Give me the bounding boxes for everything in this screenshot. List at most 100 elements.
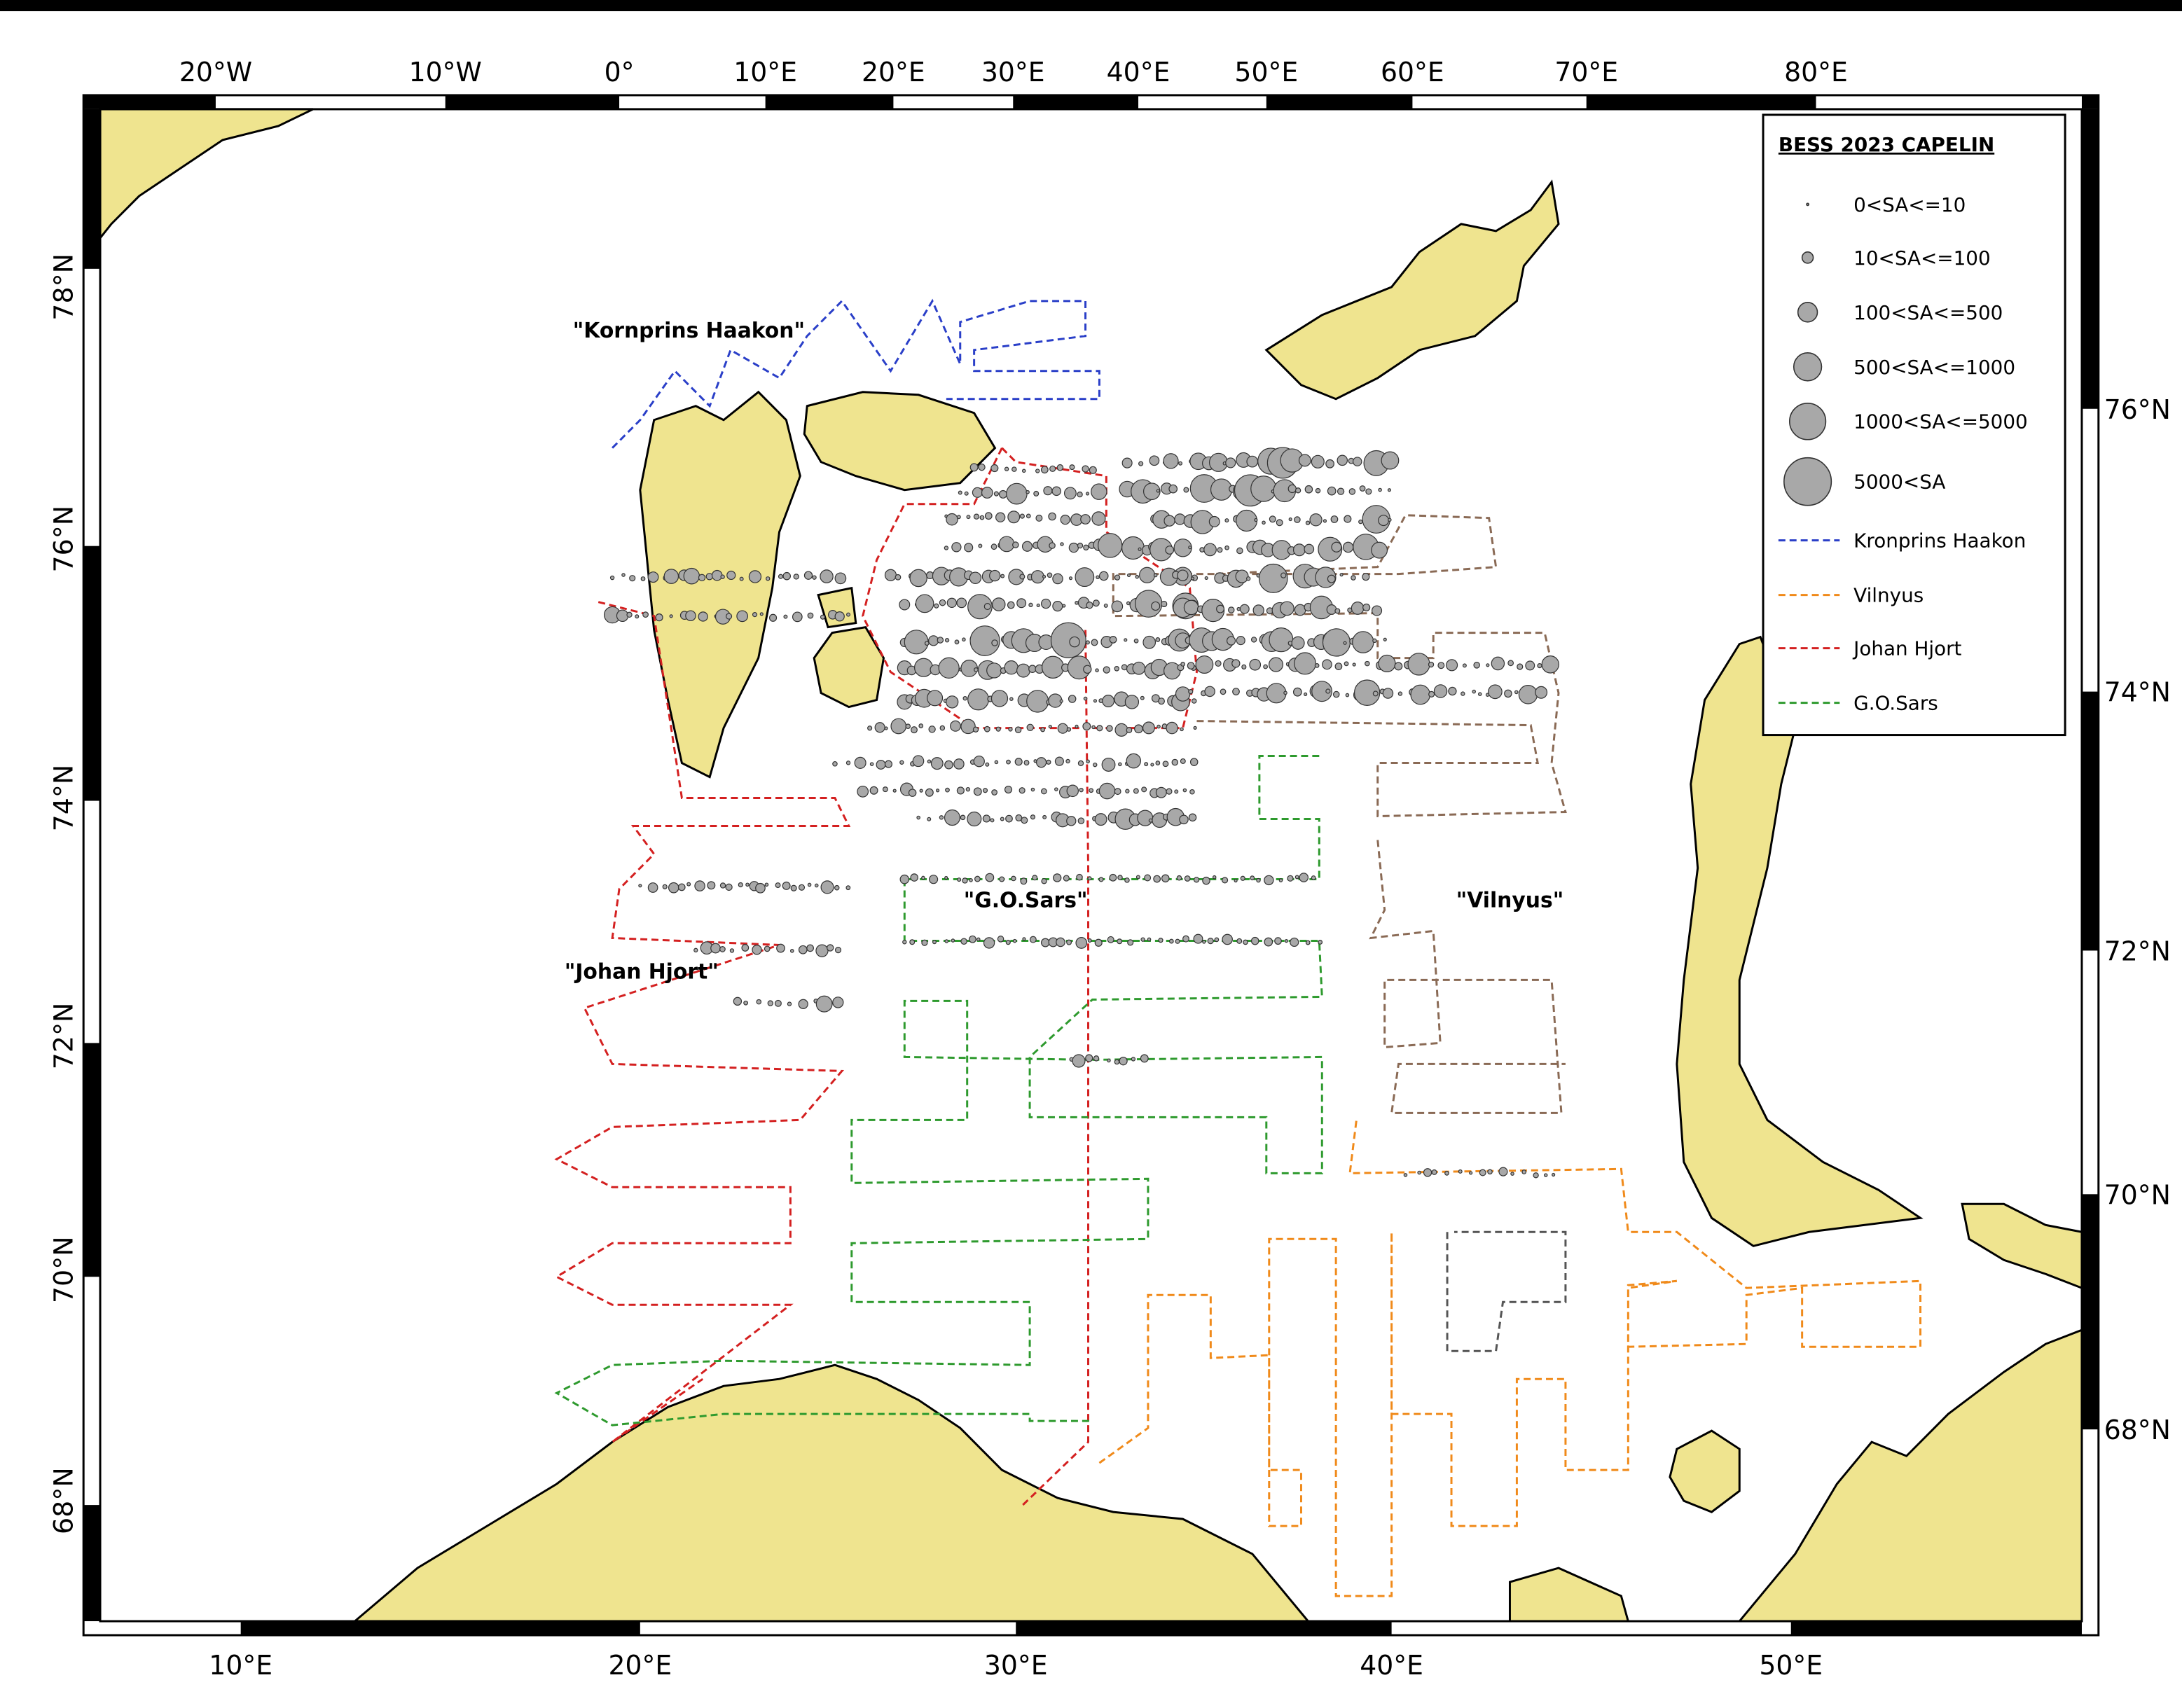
sa-bubble <box>1417 1170 1421 1175</box>
sa-bubble <box>1176 875 1182 881</box>
sa-bubble <box>1114 1059 1120 1065</box>
sa-bubble <box>882 786 888 793</box>
sa-bubble <box>1028 602 1033 608</box>
sa-bubble <box>756 999 762 1005</box>
sa-bubble <box>1126 753 1142 769</box>
sa-bubble <box>1236 938 1243 944</box>
scale-bar <box>83 109 101 269</box>
sa-bubble <box>685 610 696 622</box>
sa-bubble <box>725 883 733 891</box>
sa-bubble <box>1423 1168 1432 1177</box>
sa-bubble <box>915 594 934 613</box>
sa-bubble <box>908 789 917 797</box>
sa-bubble <box>1069 636 1080 648</box>
sa-bubble <box>1126 727 1133 733</box>
sa-bubble <box>1060 542 1064 546</box>
sa-bubble <box>1011 875 1016 882</box>
sa-bubble <box>1180 727 1184 732</box>
left-axis-label: 68°N <box>48 1467 78 1534</box>
sa-bubble <box>912 755 925 768</box>
sa-bubble <box>1541 655 1559 674</box>
sa-bubble <box>1063 875 1070 882</box>
sa-bubble <box>698 611 708 622</box>
sa-bubble <box>1269 515 1276 523</box>
sa-bubble <box>1087 938 1092 943</box>
sa-bubble <box>1118 762 1122 767</box>
sa-bubble <box>1304 543 1315 555</box>
sa-bubble <box>1011 466 1017 472</box>
sa-bubble <box>1323 519 1327 523</box>
scale-bar <box>83 1043 101 1277</box>
sa-bubble <box>1040 727 1045 733</box>
legend-label: G.O.Sars <box>1853 692 1938 715</box>
sa-bubble <box>1305 520 1311 525</box>
sa-bubble <box>1236 636 1245 646</box>
sa-bubble <box>1236 509 1258 532</box>
sa-bubble <box>846 612 851 617</box>
sa-bubble <box>937 637 944 644</box>
frame <box>82 94 2100 1637</box>
sa-bubble <box>1048 724 1052 729</box>
scale-bar <box>1016 1621 1392 1636</box>
sa-bubble <box>1304 485 1313 494</box>
sa-bubble <box>1091 639 1098 646</box>
sa-bubble <box>1203 543 1217 557</box>
sa-bubble <box>972 726 979 733</box>
sa-bubble <box>642 611 649 618</box>
sa-bubble <box>1103 603 1108 608</box>
sa-bubble <box>939 725 946 731</box>
top-axis-label: 80°E <box>1784 57 1848 88</box>
sa-bubble <box>1056 937 1065 947</box>
sa-bubble <box>669 614 673 618</box>
sa-bubble <box>1352 631 1374 653</box>
sa-bubble <box>1175 686 1191 702</box>
sa-bubble <box>1131 1057 1136 1062</box>
sa-bubble <box>1188 688 1194 695</box>
sa-bubble <box>1314 663 1320 668</box>
sa-bubble <box>978 463 986 471</box>
sa-bubble <box>998 490 1007 499</box>
sa-bubble <box>1083 696 1088 701</box>
track-nw <box>1446 1230 1567 1352</box>
sa-bubble <box>946 597 957 609</box>
sa-bubble <box>944 809 960 826</box>
right-axis-label: 74°N <box>2104 676 2171 707</box>
sa-bubble <box>974 667 979 672</box>
sa-bubble <box>1305 940 1311 945</box>
sa-bubble <box>1140 937 1145 942</box>
sa-bubble <box>739 576 744 581</box>
sa-bubble <box>1046 759 1051 765</box>
top-axis-label: 20°W <box>179 57 252 88</box>
sa-bubble <box>1161 600 1168 608</box>
sa-bubble <box>939 599 946 606</box>
sa-bubble <box>1004 785 1013 794</box>
sa-bubble <box>1187 662 1195 670</box>
sa-bubble <box>1007 601 1015 609</box>
track-brown <box>1112 514 1567 818</box>
sa-bubble <box>1083 544 1089 551</box>
sa-bubble <box>1062 604 1066 608</box>
sa-bubble <box>1254 518 1258 522</box>
sa-bubble <box>1127 939 1134 946</box>
sa-bubble <box>1133 788 1139 794</box>
sa-bubble <box>1184 875 1191 882</box>
sa-bubble <box>1193 877 1200 883</box>
sa-bubble <box>983 937 995 949</box>
sa-bubble <box>995 512 1006 522</box>
bottom-axis-label: 40°E <box>1360 1650 1423 1681</box>
sa-bubble <box>1162 761 1169 768</box>
sa-bubble <box>1168 484 1178 494</box>
sa-bubble <box>733 997 743 1006</box>
sa-bubble <box>983 603 991 611</box>
sa-bubble <box>1066 784 1079 798</box>
sa-bubble <box>1066 727 1072 732</box>
sa-bubble <box>1056 464 1064 471</box>
sa-bubble <box>1268 657 1284 672</box>
sa-bubble <box>1114 574 1121 581</box>
sa-bubble <box>778 574 784 579</box>
sa-bubble <box>1035 468 1040 473</box>
legend-label: Johan Hjort <box>1852 637 1961 660</box>
sa-bubble <box>1137 810 1154 826</box>
sa-bubble <box>1264 875 1274 886</box>
